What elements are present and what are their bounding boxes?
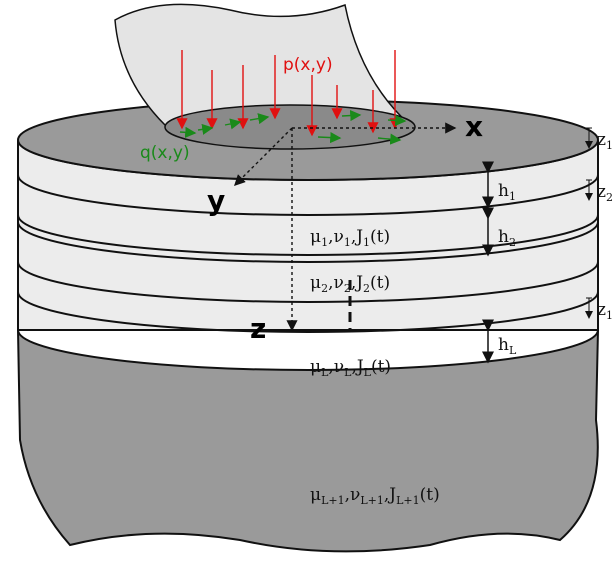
text-part: ,ν (328, 227, 344, 247)
text-part: ,J (351, 273, 363, 293)
z-axis-label: z (250, 312, 266, 345)
layer-params: μL,νL,JL(t) (310, 357, 391, 379)
depth-label: z1 (597, 130, 613, 152)
layer-params: μ2,ν2,J2(t) (310, 273, 390, 295)
y-axis-label: y (207, 184, 225, 217)
subscript: L (344, 366, 352, 379)
depth-marks (586, 127, 592, 318)
text-part: h (498, 181, 509, 201)
body (17, 99, 599, 553)
text-part: (t) (420, 485, 440, 505)
thickness-label: hL (498, 335, 517, 357)
thickness-label: h1 (498, 181, 516, 203)
text-part: ,ν (345, 485, 361, 505)
subscript: 1 (606, 309, 613, 322)
load-arrows (176, 50, 407, 145)
text-part: ,ν (328, 357, 344, 377)
subscript: L (321, 366, 329, 379)
text-part: μ (310, 485, 321, 505)
subscript: L+1 (321, 494, 345, 507)
thickness-label: h2 (498, 227, 516, 249)
subscript: 1 (321, 236, 328, 249)
layer-params: μ1,ν1,J1(t) (310, 227, 390, 249)
text-part: z (597, 182, 606, 202)
text-part: h (498, 227, 509, 247)
x-axis-label: x (465, 110, 483, 143)
text-part: μ (310, 273, 321, 293)
subscript: 2 (606, 191, 613, 204)
text-part: h (498, 335, 509, 355)
text-part: (t) (370, 227, 390, 247)
subscript: 1 (509, 190, 516, 203)
text-part: z (597, 300, 606, 320)
depth-label: z2 (597, 182, 613, 204)
text-part: ,J (384, 485, 396, 505)
text-part: z (597, 130, 606, 150)
text-part: ,J (351, 357, 363, 377)
text-part: μ (310, 227, 321, 247)
subscript: 2 (321, 282, 328, 295)
axes (234, 122, 457, 332)
subscript: L (509, 344, 517, 357)
text-part: ,J (351, 227, 363, 247)
tangential-load-label: q(x,y) (140, 143, 190, 163)
subscript: 1 (606, 139, 613, 152)
text-part: μ (310, 357, 321, 377)
text-part: (t) (371, 357, 391, 377)
subscript: L+1 (396, 494, 420, 507)
halfspace-params: μL+1,νL+1,JL+1(t) (310, 485, 440, 507)
subscript: 1 (344, 236, 351, 249)
subscript: 2 (509, 236, 516, 249)
subscript: L (364, 366, 372, 379)
subscript: 1 (363, 236, 370, 249)
normal-load-label: p(x,y) (283, 55, 333, 75)
subscript: 2 (363, 282, 370, 295)
subscript: L+1 (360, 494, 384, 507)
subscript: 2 (344, 282, 351, 295)
depth-label: z1 (597, 300, 613, 322)
text-part: (t) (370, 273, 390, 293)
text-part: ,ν (328, 273, 344, 293)
